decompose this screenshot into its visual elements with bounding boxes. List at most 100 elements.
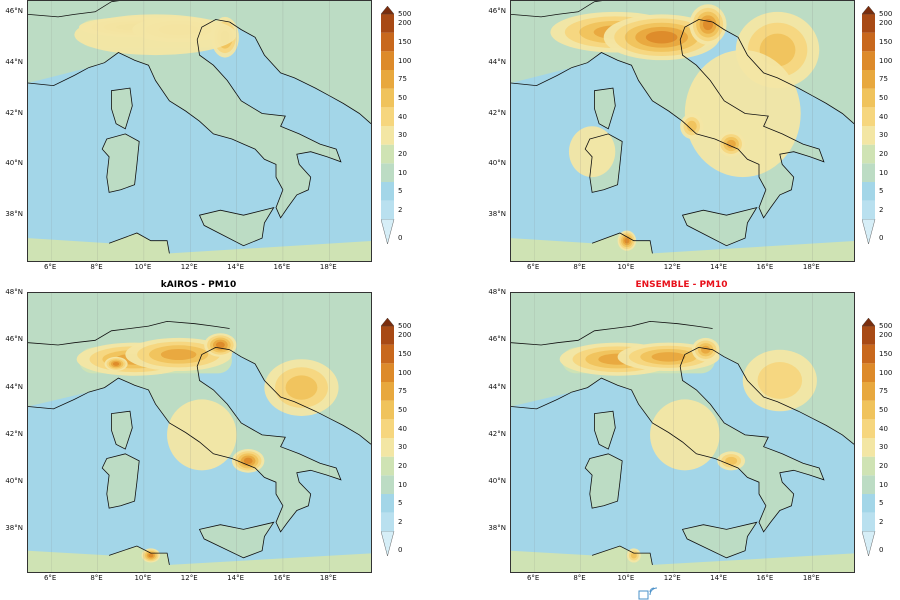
colorbar-tick-label: 100 <box>879 56 893 65</box>
lon-tick-label: 18°E <box>802 574 820 582</box>
lat-tick-label: 44°N <box>5 57 23 66</box>
colorbar <box>381 6 395 245</box>
map-panel-4 <box>510 292 855 573</box>
colorbar <box>862 318 876 557</box>
map-canvas <box>28 1 371 261</box>
colorbar-tick-label: 0 <box>398 546 403 554</box>
lon-tick-label: 14°E <box>227 263 244 271</box>
lon-tick-label: 16°E <box>756 574 774 582</box>
lon-tick-label: 10°E <box>617 574 635 582</box>
colorbar <box>381 318 395 557</box>
lon-tick-label: 10°E <box>617 263 635 271</box>
lon-tick-label: 18°E <box>802 263 820 271</box>
colorbar-tick-label: 150 <box>879 350 893 358</box>
lon-tick-label: 6°E <box>43 263 57 271</box>
colorbar-tick-label: 40 <box>879 112 888 121</box>
colorbar-tick-label: 500 <box>879 322 893 330</box>
colorbar-tick-label: 30 <box>398 131 407 140</box>
lat-tick-label: 42°N <box>488 108 506 117</box>
panel-title: ENSEMBLE - PM10 <box>635 280 728 290</box>
lat-tick-label: 42°N <box>5 429 23 438</box>
colorbar-tick-label: 75 <box>398 387 407 396</box>
colorbar-tick-label: 20 <box>879 462 888 470</box>
lat-tick-label: 48°N <box>488 288 506 296</box>
colorbar-tick-label: 5 <box>879 187 884 196</box>
lon-tick-label: 8°E <box>90 574 103 582</box>
lat-tick-label: 46°N <box>488 335 506 344</box>
colorbar-tick-label: 2 <box>879 206 884 214</box>
map-panel-3 <box>27 292 372 573</box>
colorbar-tick-label: 40 <box>398 112 407 121</box>
lon-tick-label: 16°E <box>273 574 291 582</box>
colorbar-tick-label: 200 <box>398 331 412 340</box>
colorbar-tick-label: 30 <box>879 131 888 140</box>
lon-tick-label: 14°E <box>710 574 727 582</box>
lat-tick-label: 38°N <box>488 210 506 219</box>
colorbar <box>862 6 876 245</box>
colorbar-tick-label: 50 <box>879 94 888 102</box>
lat-tick-label: 44°N <box>488 382 506 391</box>
lat-tick-label: 46°N <box>488 6 506 15</box>
colorbar-tick-label: 50 <box>879 406 888 414</box>
colorbar-tick-label: 500 <box>398 10 412 18</box>
colorbar-tick-label: 500 <box>879 10 893 18</box>
colorbar-tick-label: 100 <box>398 368 412 377</box>
panel-title: kAIROS - PM10 <box>160 280 237 290</box>
colorbar-tick-label: 5 <box>398 187 403 196</box>
colorbar-tick-label: 0 <box>879 234 884 242</box>
lon-tick-label: 16°E <box>756 263 774 271</box>
colorbar-tick-label: 5 <box>879 499 884 508</box>
colorbar-tick-label: 20 <box>879 150 888 158</box>
lat-tick-label: 38°N <box>5 524 23 533</box>
colorbar-tick-label: 2 <box>398 206 403 214</box>
colorbar-tick-label: 5 <box>398 499 403 508</box>
lon-tick-label: 8°E <box>573 574 586 582</box>
lat-tick-label: 46°N <box>5 6 23 15</box>
colorbar-tick-label: 40 <box>398 424 407 433</box>
colorbar-tick-label: 150 <box>879 38 893 46</box>
lat-tick-label: 40°N <box>488 477 506 486</box>
lon-tick-label: 14°E <box>710 263 727 271</box>
lon-tick-label: 16°E <box>273 263 291 271</box>
lon-tick-label: 14°E <box>227 574 244 582</box>
lon-tick-label: 6°E <box>526 574 540 582</box>
colorbar-tick-label: 150 <box>398 350 412 358</box>
lon-tick-label: 12°E <box>663 574 681 582</box>
lon-tick-label: 18°E <box>319 574 337 582</box>
lon-tick-label: 8°E <box>573 263 586 271</box>
map-canvas <box>28 293 371 572</box>
lat-tick-label: 46°N <box>5 335 23 344</box>
colorbar-tick-label: 10 <box>398 168 407 177</box>
lon-tick-label: 8°E <box>90 263 103 271</box>
colorbar-tick-label: 50 <box>398 406 407 414</box>
lon-tick-label: 6°E <box>526 263 540 271</box>
colorbar-tick-label: 0 <box>398 234 403 242</box>
colorbar-tick-label: 40 <box>879 424 888 433</box>
colorbar-tick-label: 100 <box>879 368 893 377</box>
colorbar-tick-label: 10 <box>879 480 888 489</box>
colorbar-tick-label: 30 <box>879 443 888 452</box>
lon-tick-label: 10°E <box>134 263 152 271</box>
colorbar-tick-label: 2 <box>879 518 884 526</box>
map-panel-2 <box>510 0 855 262</box>
colorbar-tick-label: 30 <box>398 443 407 452</box>
lat-tick-label: 40°N <box>488 159 506 168</box>
lat-tick-label: 42°N <box>488 429 506 438</box>
colorbar-tick-label: 20 <box>398 462 407 470</box>
lat-tick-label: 42°N <box>5 108 23 117</box>
lon-tick-label: 6°E <box>43 574 57 582</box>
lon-tick-label: 10°E <box>134 574 152 582</box>
colorbar-tick-label: 75 <box>879 75 888 84</box>
map-canvas <box>511 293 854 572</box>
lon-tick-label: 12°E <box>180 263 198 271</box>
colorbar-tick-label: 100 <box>398 56 412 65</box>
colorbar-tick-label: 75 <box>879 387 888 396</box>
colorbar-tick-label: 200 <box>879 331 893 340</box>
colorbar-tick-label: 200 <box>398 19 412 28</box>
map-canvas <box>511 1 854 261</box>
colorbar-tick-label: 200 <box>879 19 893 28</box>
colorbar-tick-label: 150 <box>398 38 412 46</box>
colorbar-tick-label: 2 <box>398 518 403 526</box>
lat-tick-label: 40°N <box>5 159 23 168</box>
map-panel-1 <box>27 0 372 262</box>
